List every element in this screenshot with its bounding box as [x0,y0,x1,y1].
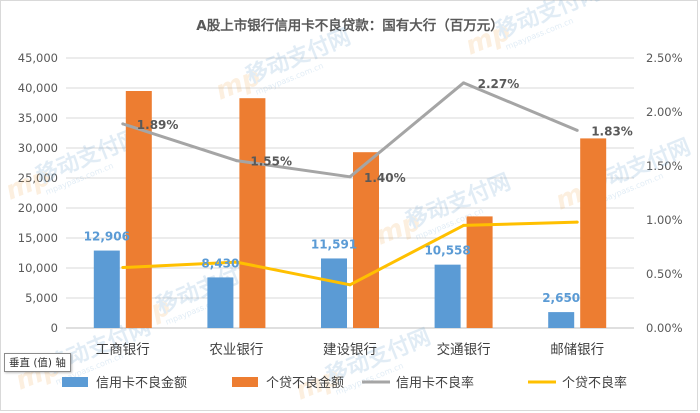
bar [466,216,493,328]
chart-title: A股上市银行信用卡不良贷款：国有大行（百万元） [196,18,504,34]
data-label: 11,591 [311,237,357,251]
y-left-tick-label: 35,000 [18,111,58,125]
bar [548,312,575,328]
y-left-tick-label: 40,000 [18,81,58,95]
y-right-tick-label: 1.00% [646,213,683,227]
legend-label: 个贷不良率 [562,375,627,391]
watermark-text: 移动支付网 [493,0,605,44]
y-left-tick-label: 5,000 [25,291,58,305]
line-point [575,220,579,224]
line-point [121,122,125,126]
x-tick-label: 邮储银行 [550,342,604,358]
legend-label: 个贷不良金额 [266,375,344,391]
y-left-tick-label: 30,000 [18,141,58,155]
line-point [348,283,352,287]
legend-swatch [232,377,258,387]
data-label: 2.27% [478,77,520,91]
legend-swatch [62,377,88,387]
series-line [122,220,578,287]
bar [207,277,234,328]
bar [321,258,347,328]
y-left-tick-label: 15,000 [18,231,58,245]
line-point [462,81,466,85]
y-right-tick-label: 0.00% [646,321,683,335]
y-right-tick-label: 2.00% [646,105,683,119]
bar [434,264,461,328]
legend-label: 信用卡不良率 [396,375,474,391]
data-label: 10,558 [424,244,470,258]
line-point [575,128,579,132]
y-right-tick-label: 0.50% [646,267,683,281]
y-right-tick-label: 1.50% [646,159,683,173]
line-point [234,260,238,264]
legend-label: 信用卡不良金额 [96,375,187,391]
y-left-tick-label: 10,000 [18,261,58,275]
data-label: 12,906 [84,230,130,244]
y-left-tick-label: 25,000 [18,171,58,185]
data-label: 1.89% [137,118,179,132]
y-right-tick-label: 2.50% [646,51,683,65]
line-point [234,159,238,163]
bar [239,98,266,328]
axis-tooltip: 垂直 (值) 轴 [4,353,71,372]
y-left-tick-label: 45,000 [18,51,58,65]
data-label: 1.83% [591,124,633,138]
bar [93,250,120,328]
data-label: 2,650 [542,291,580,305]
x-tick-label: 交通银行 [437,341,491,358]
x-tick-label: 农业银行 [209,342,263,358]
data-label: 1.40% [364,171,406,185]
x-tick-label: 建设银行 [323,342,377,358]
x-tick-label: 工商银行 [96,342,150,358]
y-left-tick-label: 0 [51,321,58,335]
y-left-tick-label: 20,000 [18,201,58,215]
line-point [121,266,125,270]
series-line [122,81,578,179]
line-point [462,223,466,227]
bar [353,152,379,328]
line-point [348,175,352,179]
bar [580,138,607,328]
data-label: 1.55% [250,155,292,169]
data-label: 8,430 [201,256,239,270]
